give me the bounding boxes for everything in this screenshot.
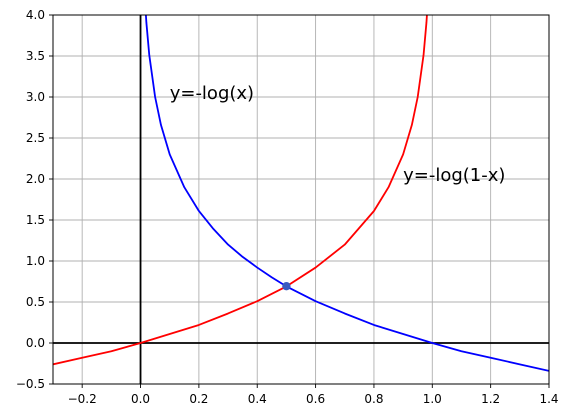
intersection-point <box>282 281 291 291</box>
y-tick-label: 0.5 <box>26 295 45 309</box>
x-tick-label: 1.4 <box>539 392 558 406</box>
series-line-1 <box>53 15 428 366</box>
x-tick-label: −0.2 <box>68 392 97 406</box>
series-line-0 <box>144 15 549 372</box>
plot-area <box>53 15 549 372</box>
x-tick-label: 0.6 <box>306 392 325 406</box>
x-tick-label: 0.2 <box>189 392 208 406</box>
x-tick-label: 1.2 <box>481 392 500 406</box>
y-tick-label: 4.0 <box>26 8 45 22</box>
reference-lines <box>53 15 549 384</box>
grid <box>53 14 550 385</box>
ticks <box>49 14 550 388</box>
points <box>282 281 291 291</box>
x-tick-label: 1.0 <box>423 392 442 406</box>
y-tick-label: 1.0 <box>26 254 45 268</box>
annotations: y=-log(x) y=-log(1-x) <box>170 83 506 186</box>
y-tick-label: 2.5 <box>26 131 45 145</box>
x-tick-labels: −0.2 0.0 0.2 0.4 0.6 0.8 1.0 1.2 1.4 <box>68 392 559 406</box>
y-tick-label: 1.5 <box>26 213 45 227</box>
annotation-label: y=-log(x) <box>170 83 254 104</box>
x-tick-label: 0.0 <box>131 392 150 406</box>
x-tick-label: 0.4 <box>248 392 267 406</box>
x-tick-label: 0.8 <box>364 392 383 406</box>
plot-frame <box>52 14 550 385</box>
y-tick-label: −0.5 <box>16 377 45 391</box>
y-tick-label: 0.0 <box>26 336 45 350</box>
y-tick-label: 3.5 <box>26 49 45 63</box>
y-tick-label: 2.0 <box>26 172 45 186</box>
annotation-label: y=-log(1-x) <box>403 165 505 186</box>
y-tick-label: 3.0 <box>26 90 45 104</box>
y-tick-labels: −0.5 0.0 0.5 1.0 1.5 2.0 2.5 3.0 3.5 4.0 <box>16 8 45 391</box>
